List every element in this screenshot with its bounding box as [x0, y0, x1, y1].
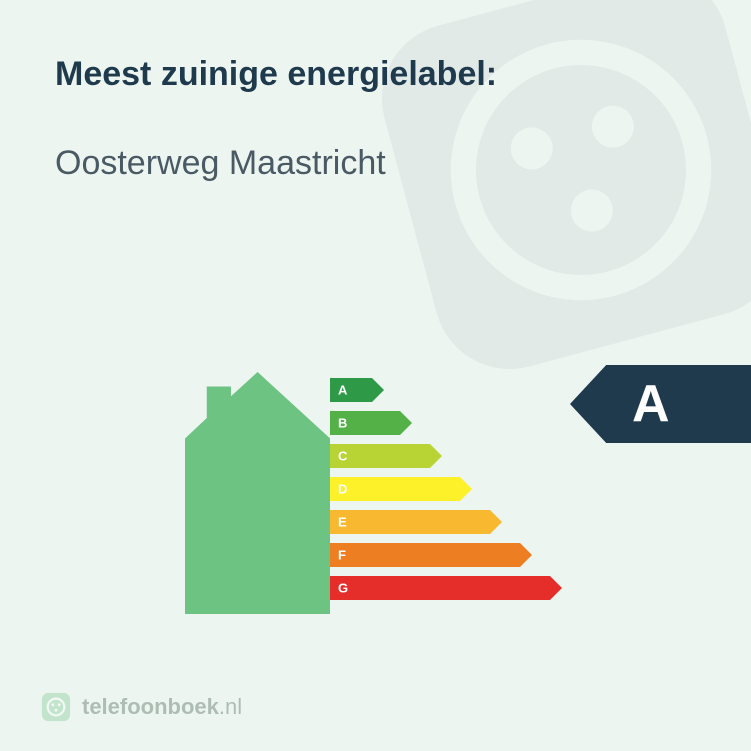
location-subtitle: Oosterweg Maastricht: [55, 144, 696, 183]
energy-bar-label: F: [338, 548, 346, 563]
bar-arrow-tip: [460, 477, 472, 501]
energy-bar-label: E: [338, 515, 347, 530]
energy-bar-a: A: [330, 378, 550, 402]
brand-name: telefoonboek: [82, 694, 219, 719]
bar-arrow-tip: [430, 444, 442, 468]
result-letter: A: [632, 374, 670, 434]
bar-arrow-tip: [520, 543, 532, 567]
footer-brand: telefoonboek.nl: [40, 691, 242, 723]
energy-bar-body: C: [330, 444, 430, 468]
energy-bar-body: E: [330, 510, 490, 534]
energy-bar-f: F: [330, 543, 550, 567]
energy-bar-b: B: [330, 411, 550, 435]
energy-bar-label: C: [338, 449, 347, 464]
card-container: Meest zuinige energielabel: Oosterweg Ma…: [0, 0, 751, 751]
house-icon: [185, 372, 330, 614]
energy-bars: A B C D E F G: [330, 378, 550, 609]
bar-arrow-tip: [372, 378, 384, 402]
energy-bar-c: C: [330, 444, 550, 468]
energy-bar-body: F: [330, 543, 520, 567]
energy-bar-body: D: [330, 477, 460, 501]
bar-arrow-tip: [490, 510, 502, 534]
energy-bar-label: D: [338, 482, 347, 497]
bar-arrow-tip: [550, 576, 562, 600]
energy-bar-label: A: [338, 383, 347, 398]
result-badge: A: [570, 365, 751, 443]
energy-bar-body: G: [330, 576, 550, 600]
energy-label-diagram: A B C D E F G A: [0, 350, 751, 640]
energy-bar-d: D: [330, 477, 550, 501]
page-title: Meest zuinige energielabel:: [55, 55, 696, 94]
energy-bar-label: B: [338, 416, 347, 431]
energy-bar-label: G: [338, 581, 348, 596]
brand-text: telefoonboek.nl: [82, 694, 242, 720]
brand-tld: .nl: [219, 694, 242, 719]
bar-arrow-tip: [400, 411, 412, 435]
energy-bar-body: B: [330, 411, 400, 435]
energy-bar-e: E: [330, 510, 550, 534]
brand-logo-icon: [40, 691, 72, 723]
energy-bar-g: G: [330, 576, 550, 600]
energy-bar-body: A: [330, 378, 372, 402]
